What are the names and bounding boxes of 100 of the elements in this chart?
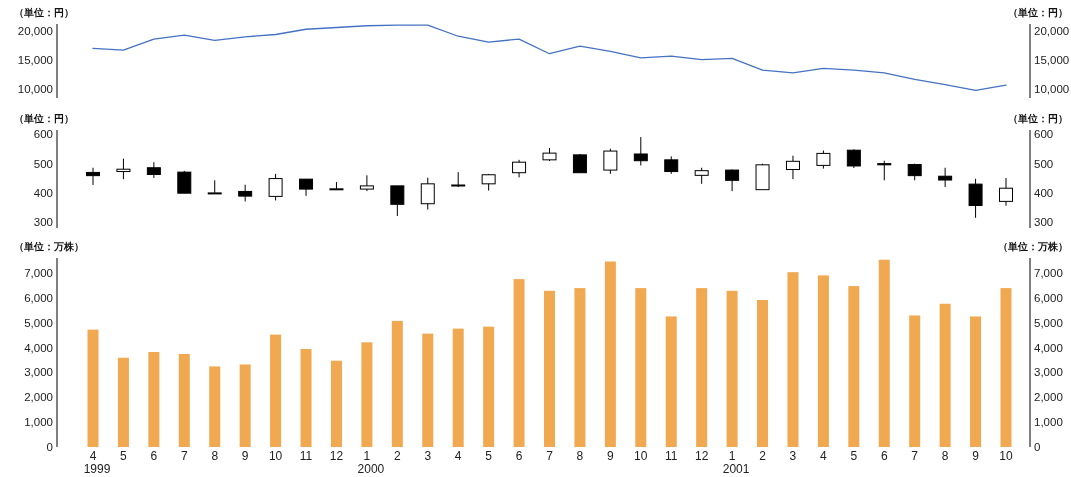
y2-tick-label: 7,000 [1034,266,1063,279]
y-tick-label: 3,000 [24,366,53,379]
x-tick-label: 3 [424,449,432,463]
bar [148,352,160,447]
x-tick-label: 7 [546,449,554,463]
y-tick-label: 600 [33,128,53,141]
candlestick [938,167,953,188]
x-tick-label: 12 [329,449,344,463]
candlestick [846,148,861,169]
bar [696,288,708,447]
y2-tick-label: 6,000 [1034,291,1063,304]
line-series [92,24,1007,92]
y-axis-title: （単位：円） [14,7,74,18]
x-tick-label: 6 [515,449,523,463]
bar [544,290,555,447]
bar [391,320,403,447]
bar [239,364,251,447]
bar [939,303,951,447]
bar [361,342,373,447]
candlestick [877,160,892,181]
y-tick-label: 4,000 [24,341,53,354]
y-tick-label: 7,000 [24,266,53,279]
bar [117,357,129,447]
y2-tick-label: 600 [1034,128,1054,141]
y-tick-label: 5,000 [24,316,53,329]
bar [178,353,190,447]
x-tick-label: 4 [454,449,462,463]
x-tick-label: 12 [694,449,709,463]
y2-tick-label: 400 [1034,186,1054,199]
x-tick-label: 2 [759,449,767,463]
bar [665,316,677,447]
bar [970,316,982,447]
x-tick-label: 6 [880,449,888,463]
y2-tick-label: 15,000 [1034,54,1070,67]
bar [878,259,890,447]
x-tick-label: 10 [268,449,283,463]
y2-tick-label: 0 [1034,441,1041,454]
y2-tick-label: 300 [1034,216,1054,229]
candlestick [816,149,831,170]
x-tick-label: 7 [911,449,919,463]
candlestick [116,158,131,180]
y-tick-label: 2,000 [24,391,53,404]
candlestick [725,168,740,192]
x-tick-label: 1 2001 [722,449,750,476]
x-tick-label: 2 [393,449,401,463]
bar [635,288,647,447]
x-tick-label: 9 [607,449,615,463]
bar [483,326,495,447]
bar [209,366,221,447]
y2-tick-label: 4,000 [1034,341,1063,354]
bar [817,275,829,447]
y-tick-label: 20,000 [17,25,53,38]
bar [330,360,342,447]
x-tick-label: 11 [299,449,313,463]
candlestick [999,177,1013,207]
y2-tick-label: 10,000 [1034,83,1070,96]
candlestick [146,161,161,179]
bar [1000,288,1012,447]
bar [848,286,860,447]
x-tick-label: 9 [972,449,980,463]
y-tick-label: 300 [33,216,53,229]
y-tick-label: 0 [46,441,53,454]
x-tick-label: 9 [241,449,249,463]
x-tick-label: 8 [211,449,219,463]
y2-tick-label: 500 [1034,157,1054,170]
y-axis-title: （単位：円） [14,113,74,124]
x-tick-label: 5 [850,449,858,463]
candlestick [207,179,222,195]
y-tick-label: 10,000 [17,83,53,96]
x-tick-label: 8 [941,449,949,463]
x-tick-label: 4 1999 [83,449,111,476]
candlestick [603,148,618,175]
y2-axis-title: （単位：円） [1008,7,1068,18]
x-tick-label: 4 [820,449,828,463]
y-axis-title: （単位：万株） [14,241,84,252]
bar [909,315,921,447]
bar [757,300,769,447]
x-tick-label: 5 [120,449,128,463]
y-tick-label: 1,000 [24,416,53,429]
x-tick-label: 5 [485,449,493,463]
bar [452,328,464,447]
y-tick-label: 400 [33,186,53,199]
candlestick [633,136,648,166]
bar [787,272,799,447]
x-tick-label: 3 [789,449,797,463]
bar [726,290,738,447]
candlestick [390,185,405,217]
x-tick-label: 10 [634,449,648,463]
y2-axis-title: （単位：万株） [998,241,1068,252]
y2-tick-label: 1,000 [1034,416,1063,429]
bar [604,261,616,447]
candlestick [785,155,800,180]
bar [300,349,312,447]
bar [513,279,525,447]
y-tick-label: 500 [33,157,53,170]
x-tick-label: 10 [999,449,1013,463]
x-tick-label: 8 [576,449,584,463]
bar [422,333,434,447]
candlestick [359,174,374,192]
bar [574,288,586,447]
